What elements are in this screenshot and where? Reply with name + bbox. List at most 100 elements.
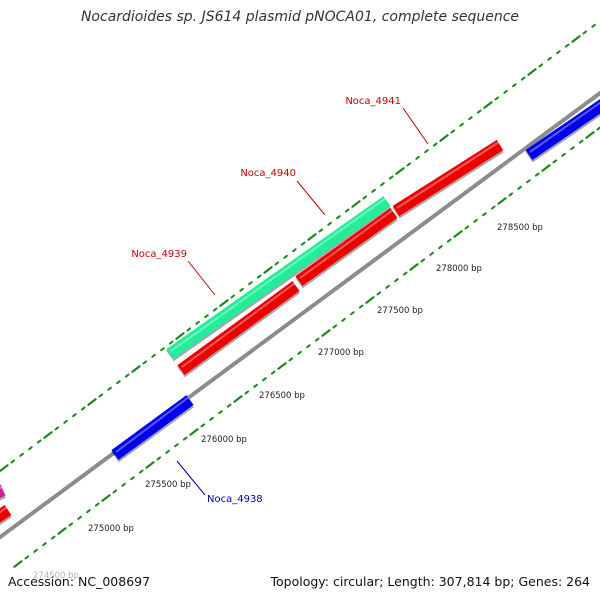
outer-major-tick bbox=[483, 101, 493, 109]
gene-label-noca_4939[interactable]: Noca_4939 bbox=[131, 249, 187, 260]
inner-minor-tick bbox=[138, 469, 144, 474]
inner-minor-tick bbox=[578, 139, 584, 144]
inner-minor-tick bbox=[420, 258, 426, 263]
outer-minor-tick bbox=[415, 155, 420, 160]
outer-minor-tick bbox=[204, 314, 209, 319]
gene-body bbox=[111, 395, 194, 460]
outer-minor-tick bbox=[80, 406, 86, 411]
outer-minor-tick bbox=[160, 347, 165, 352]
inner-minor-tick bbox=[306, 344, 311, 349]
inner-minor-tick bbox=[112, 489, 118, 494]
inner-minor-tick bbox=[209, 416, 214, 421]
inner-minor-tick bbox=[253, 383, 258, 388]
leader-line bbox=[402, 107, 429, 145]
gene-highlight bbox=[0, 506, 8, 514]
gene-label-noca_4941[interactable]: Noca_4941 bbox=[345, 96, 401, 107]
gene-blue-right[interactable] bbox=[525, 99, 600, 163]
inner-minor-tick bbox=[156, 456, 162, 461]
genes-layer bbox=[0, 99, 600, 526]
gene-label-noca_4940[interactable]: Noca_4940 bbox=[240, 168, 296, 179]
inner-minor-tick bbox=[446, 238, 452, 243]
outer-minor-tick bbox=[239, 287, 244, 292]
outer-minor-tick bbox=[494, 96, 500, 101]
outer-minor-tick bbox=[274, 261, 280, 266]
outer-minor-tick bbox=[556, 50, 561, 55]
outer-major-tick bbox=[43, 431, 53, 439]
scale-label: 277500 bp bbox=[377, 306, 423, 316]
gene-magenta-left[interactable] bbox=[0, 484, 6, 501]
outer-minor-tick bbox=[292, 248, 297, 253]
inner-minor-tick bbox=[262, 377, 267, 382]
gene-highlight bbox=[115, 396, 190, 453]
inner-minor-tick bbox=[350, 311, 355, 316]
inner-minor-tick bbox=[385, 284, 390, 289]
inner-minor-tick bbox=[508, 192, 514, 197]
inner-minor-tick bbox=[526, 179, 531, 184]
leader-lines bbox=[176, 107, 429, 496]
inner-major-tick bbox=[277, 362, 287, 370]
scale-label: 276500 bp bbox=[259, 391, 305, 401]
outer-minor-tick bbox=[195, 320, 200, 325]
gene-highlight bbox=[181, 282, 296, 368]
inner-tick-ring bbox=[13, 126, 600, 568]
inner-minor-tick bbox=[182, 436, 188, 441]
gene-body bbox=[0, 505, 12, 523]
gene-label-noca_4938[interactable]: Noca_4938 bbox=[207, 494, 263, 505]
outer-minor-tick bbox=[388, 175, 394, 180]
gene-noca_4939b[interactable] bbox=[295, 208, 398, 289]
outer-minor-tick bbox=[459, 122, 464, 127]
outer-minor-tick bbox=[256, 274, 262, 279]
inner-minor-tick bbox=[482, 212, 487, 217]
inner-major-tick bbox=[101, 494, 111, 502]
gene-noca_4940[interactable] bbox=[166, 196, 391, 362]
scale-label: 274500 bp bbox=[33, 571, 79, 581]
gene-body bbox=[392, 139, 504, 217]
inner-minor-tick bbox=[490, 205, 496, 210]
gene-highlight bbox=[0, 486, 3, 490]
outer-minor-tick bbox=[283, 254, 288, 259]
outer-minor-tick bbox=[168, 340, 174, 345]
map-title: Nocardioides sp. JS614 plasmid pNOCA01, … bbox=[80, 9, 520, 25]
outer-minor-tick bbox=[450, 129, 456, 134]
inner-major-tick bbox=[585, 131, 595, 139]
inner-minor-tick bbox=[68, 522, 74, 527]
inner-major-tick bbox=[145, 461, 155, 469]
outer-major-tick bbox=[219, 299, 229, 307]
outer-major-tick bbox=[395, 167, 405, 175]
outer-minor-tick bbox=[591, 23, 596, 28]
inner-minor-tick bbox=[288, 357, 294, 362]
inner-minor-tick bbox=[561, 152, 566, 157]
outer-minor-tick bbox=[582, 30, 588, 35]
inner-minor-tick bbox=[438, 245, 443, 250]
scale-label: 278000 bp bbox=[436, 264, 482, 274]
gene-body bbox=[177, 281, 300, 375]
inner-minor-tick bbox=[402, 271, 408, 276]
inner-major-tick bbox=[57, 527, 67, 535]
outer-minor-tick bbox=[564, 43, 570, 48]
leader-line bbox=[296, 180, 326, 216]
outer-minor-tick bbox=[98, 393, 104, 398]
inner-major-tick bbox=[409, 263, 419, 271]
inner-major-tick bbox=[365, 296, 375, 304]
inner-minor-tick bbox=[358, 304, 364, 309]
inner-major-tick bbox=[189, 428, 199, 436]
gene-noca_4939[interactable] bbox=[177, 281, 300, 378]
outer-minor-tick bbox=[212, 307, 218, 312]
inner-minor-tick bbox=[473, 218, 478, 223]
outer-minor-tick bbox=[28, 446, 33, 451]
gene-highlight bbox=[299, 209, 394, 279]
inner-major-tick bbox=[233, 395, 243, 403]
inner-minor-tick bbox=[244, 390, 250, 395]
inner-minor-tick bbox=[174, 443, 179, 448]
inner-major-tick bbox=[541, 164, 551, 172]
inner-minor-tick bbox=[534, 172, 540, 177]
outer-minor-tick bbox=[362, 195, 368, 200]
labels-layer: Noca_4938 Noca_4939 Noca_4940 Noca_4941 2745… bbox=[33, 96, 543, 581]
inner-minor-tick bbox=[42, 542, 47, 547]
gene-noca_4941[interactable] bbox=[392, 139, 504, 219]
gene-red-left[interactable] bbox=[0, 505, 12, 526]
outer-major-tick bbox=[131, 365, 141, 373]
inner-major-tick bbox=[497, 197, 507, 205]
gene-noca_4938[interactable] bbox=[111, 395, 194, 463]
